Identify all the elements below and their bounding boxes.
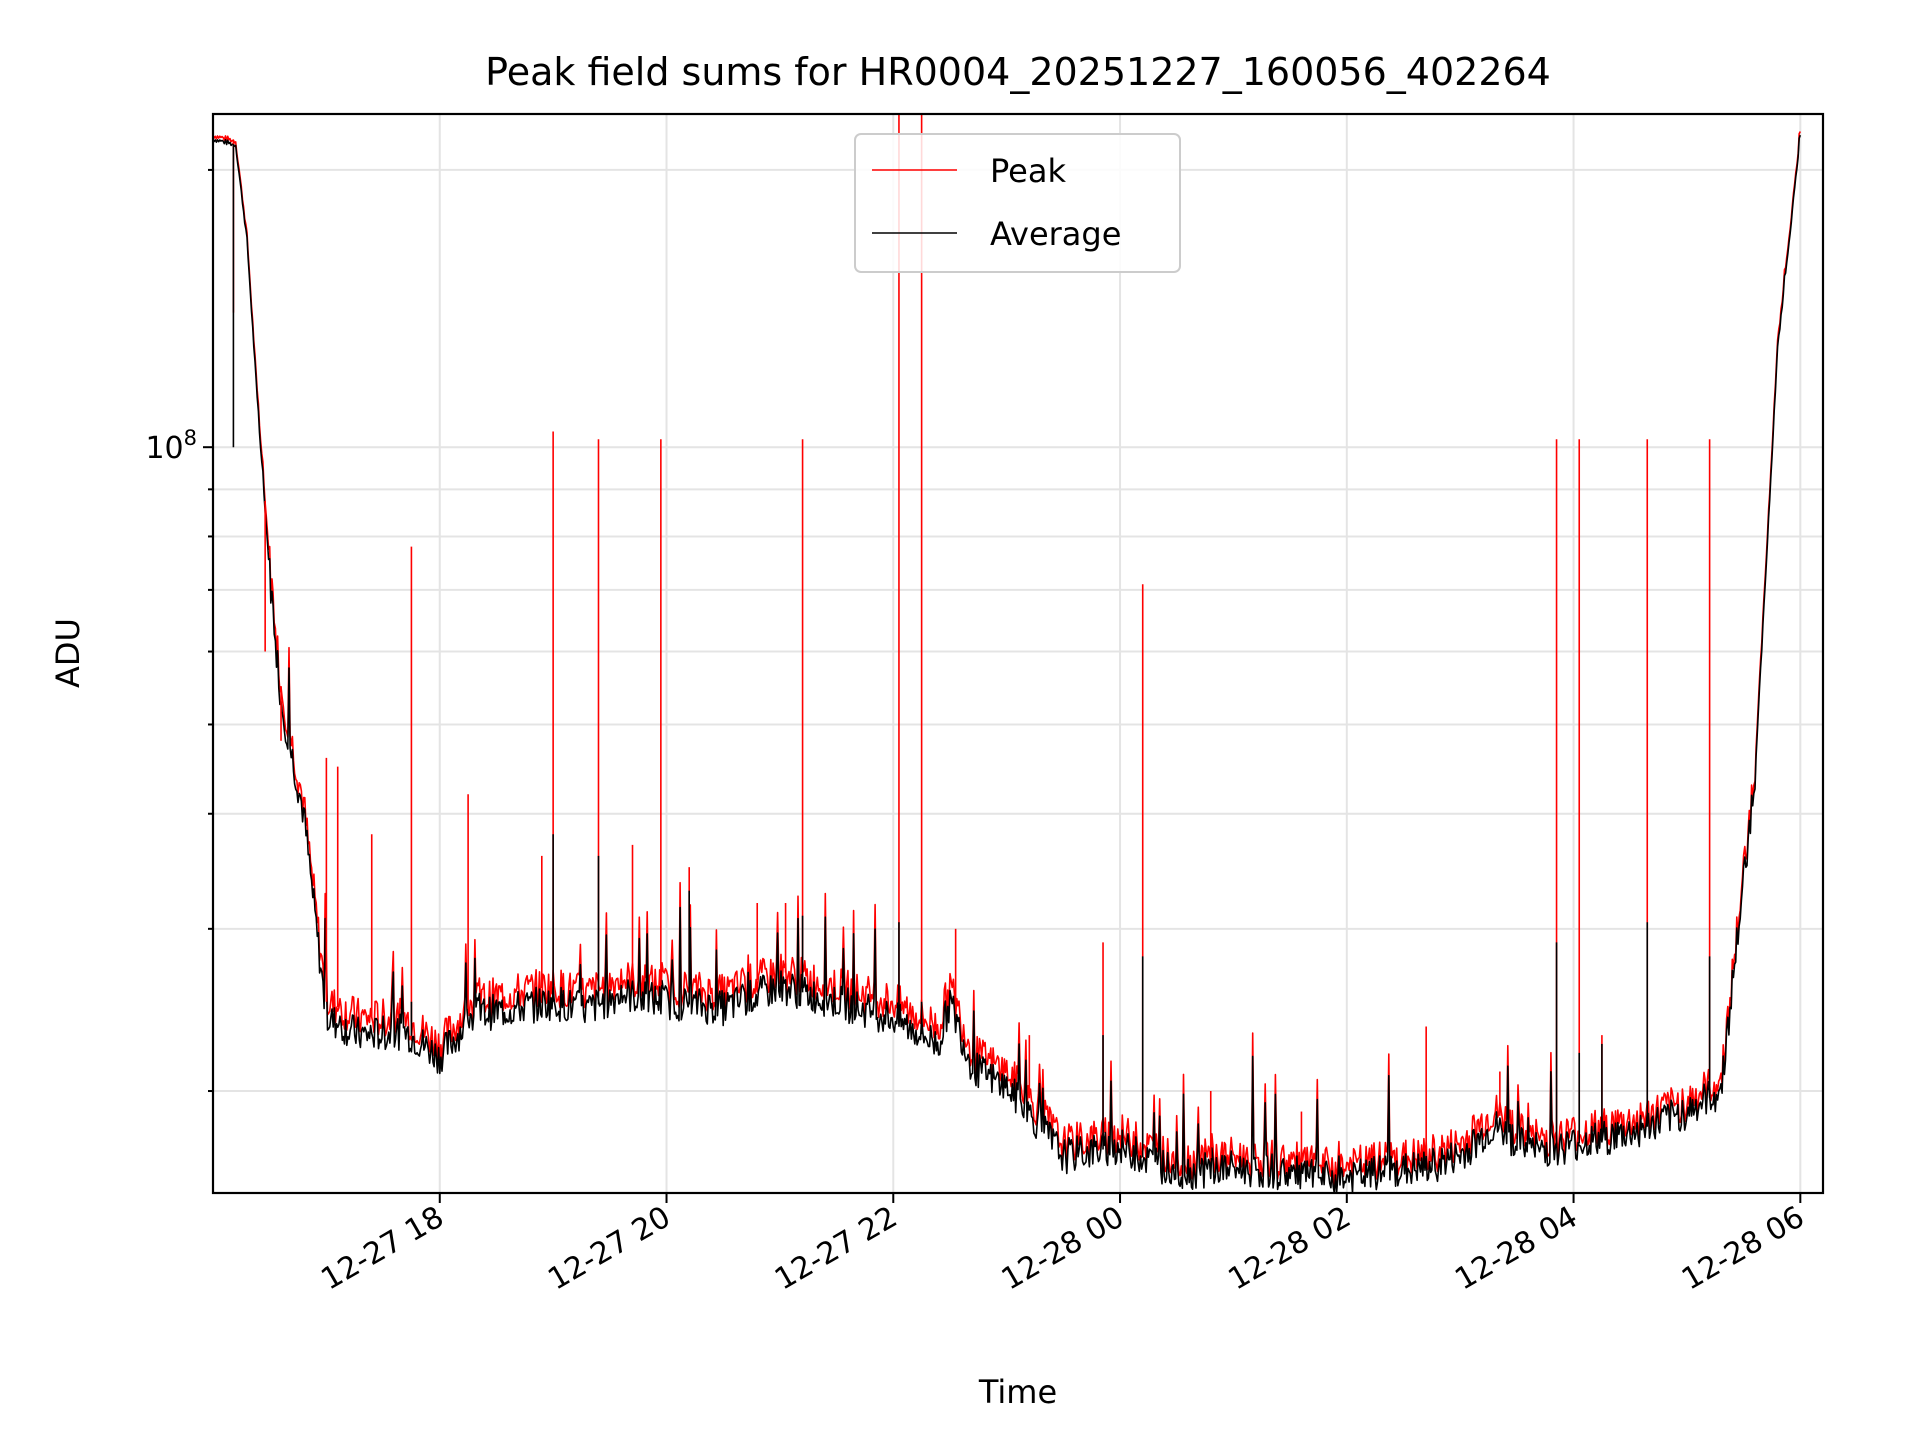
series-line-average bbox=[213, 134, 1802, 1193]
x-axis-label: Time bbox=[978, 1373, 1057, 1411]
series-line-peak bbox=[213, 131, 1802, 1186]
y-tick-label-major: 108 bbox=[145, 426, 197, 466]
legend: Peak Average bbox=[854, 133, 1181, 273]
legend-peak-label: Peak bbox=[990, 152, 1066, 190]
legend-box bbox=[854, 133, 1181, 273]
y-axis-label: ADU bbox=[49, 618, 87, 688]
legend-average-label: Average bbox=[990, 215, 1121, 253]
chart-title: Peak field sums for HR0004_20251227_1600… bbox=[485, 50, 1551, 94]
grid-lines bbox=[213, 114, 1823, 1193]
plot-frame bbox=[211, 112, 1825, 1195]
